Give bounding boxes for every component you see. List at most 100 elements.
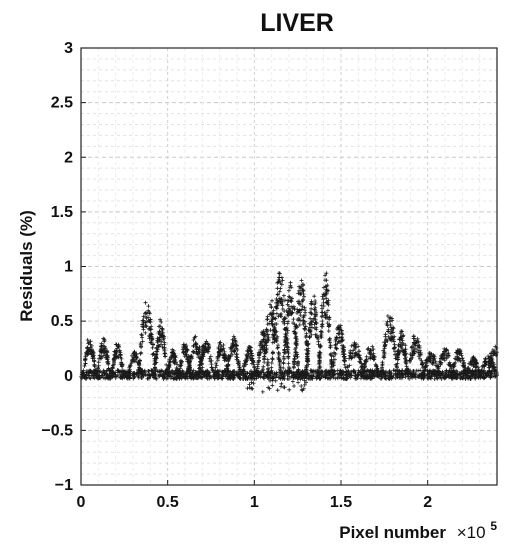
data-point xyxy=(197,366,202,371)
data-point xyxy=(421,370,426,375)
data-point xyxy=(287,387,292,392)
data-point xyxy=(262,347,267,352)
data-point xyxy=(272,337,277,342)
data-point xyxy=(86,370,91,375)
data-point xyxy=(172,359,177,364)
data-point xyxy=(219,375,224,380)
data-point xyxy=(262,376,267,381)
data-point xyxy=(207,345,211,350)
data-point xyxy=(154,349,159,354)
data-point xyxy=(91,375,96,379)
data-point xyxy=(315,375,320,380)
data-point xyxy=(403,355,408,360)
data-point xyxy=(275,300,280,305)
data-point xyxy=(494,352,499,357)
data-point xyxy=(197,362,202,367)
data-point xyxy=(274,304,278,309)
data-point xyxy=(87,371,92,376)
data-point xyxy=(422,365,427,370)
data-point xyxy=(304,363,309,368)
y-tick-label: −1 xyxy=(55,477,73,494)
data-point xyxy=(91,358,96,363)
data-point xyxy=(224,372,229,376)
data-point xyxy=(101,353,106,358)
data-point xyxy=(153,369,157,374)
data-point xyxy=(291,373,296,378)
data-point xyxy=(416,339,421,344)
data-point xyxy=(247,355,252,360)
data-point xyxy=(282,343,287,348)
data-point xyxy=(362,362,367,367)
data-point xyxy=(309,319,314,324)
data-point xyxy=(233,338,238,343)
data-point xyxy=(194,351,199,356)
data-point xyxy=(257,343,262,348)
data-point xyxy=(455,354,459,359)
data-point xyxy=(112,361,117,365)
data-point xyxy=(280,303,285,308)
data-point xyxy=(258,374,263,378)
data-point xyxy=(136,371,141,376)
data-point xyxy=(399,376,403,381)
data-point xyxy=(385,319,390,324)
data-point xyxy=(488,370,493,375)
data-point xyxy=(479,369,484,374)
data-point xyxy=(312,307,317,312)
x-axis-label: Pixel number ×10 5 xyxy=(339,519,497,542)
data-point xyxy=(248,348,253,352)
data-point xyxy=(256,358,261,363)
data-point xyxy=(268,328,273,333)
y-tick-label: 2.5 xyxy=(51,95,73,112)
data-point xyxy=(326,329,331,333)
data-point xyxy=(133,353,138,358)
data-point xyxy=(365,347,370,352)
data-point xyxy=(262,357,266,362)
data-point xyxy=(383,332,388,337)
data-point xyxy=(89,348,94,353)
data-point xyxy=(85,351,90,356)
data-point xyxy=(470,374,474,379)
data-point xyxy=(352,354,357,359)
data-point xyxy=(473,358,478,363)
data-point xyxy=(100,370,104,375)
data-point xyxy=(368,352,373,357)
data-point xyxy=(491,374,496,379)
data-point xyxy=(252,369,257,373)
data-point xyxy=(309,368,314,373)
data-point xyxy=(347,374,352,379)
data-point xyxy=(294,337,299,342)
data-point xyxy=(326,302,331,307)
data-point xyxy=(319,322,324,327)
data-point xyxy=(160,326,165,331)
data-point xyxy=(151,342,156,347)
data-point xyxy=(127,367,132,372)
data-point xyxy=(138,342,143,347)
data-point xyxy=(453,356,457,361)
data-point xyxy=(181,345,186,350)
data-point xyxy=(277,279,282,284)
data-point xyxy=(98,348,103,353)
data-point xyxy=(350,355,355,360)
data-point xyxy=(385,314,390,318)
data-point xyxy=(164,372,169,377)
data-point xyxy=(229,374,234,378)
x-tick-label: 1 xyxy=(250,494,259,511)
data-point xyxy=(342,352,347,357)
data-point xyxy=(114,374,119,379)
data-point xyxy=(348,348,353,353)
data-point xyxy=(415,343,420,348)
data-point xyxy=(303,335,308,339)
data-point xyxy=(266,367,270,372)
data-point xyxy=(216,369,221,374)
data-point xyxy=(148,340,153,345)
data-point xyxy=(318,329,323,334)
data-point xyxy=(283,332,288,337)
data-point xyxy=(393,371,398,376)
data-point xyxy=(300,288,305,293)
data-point xyxy=(388,322,393,327)
data-point xyxy=(297,288,302,293)
y-tick-label: 3 xyxy=(64,40,73,57)
data-point xyxy=(446,351,451,356)
data-point xyxy=(339,328,344,333)
